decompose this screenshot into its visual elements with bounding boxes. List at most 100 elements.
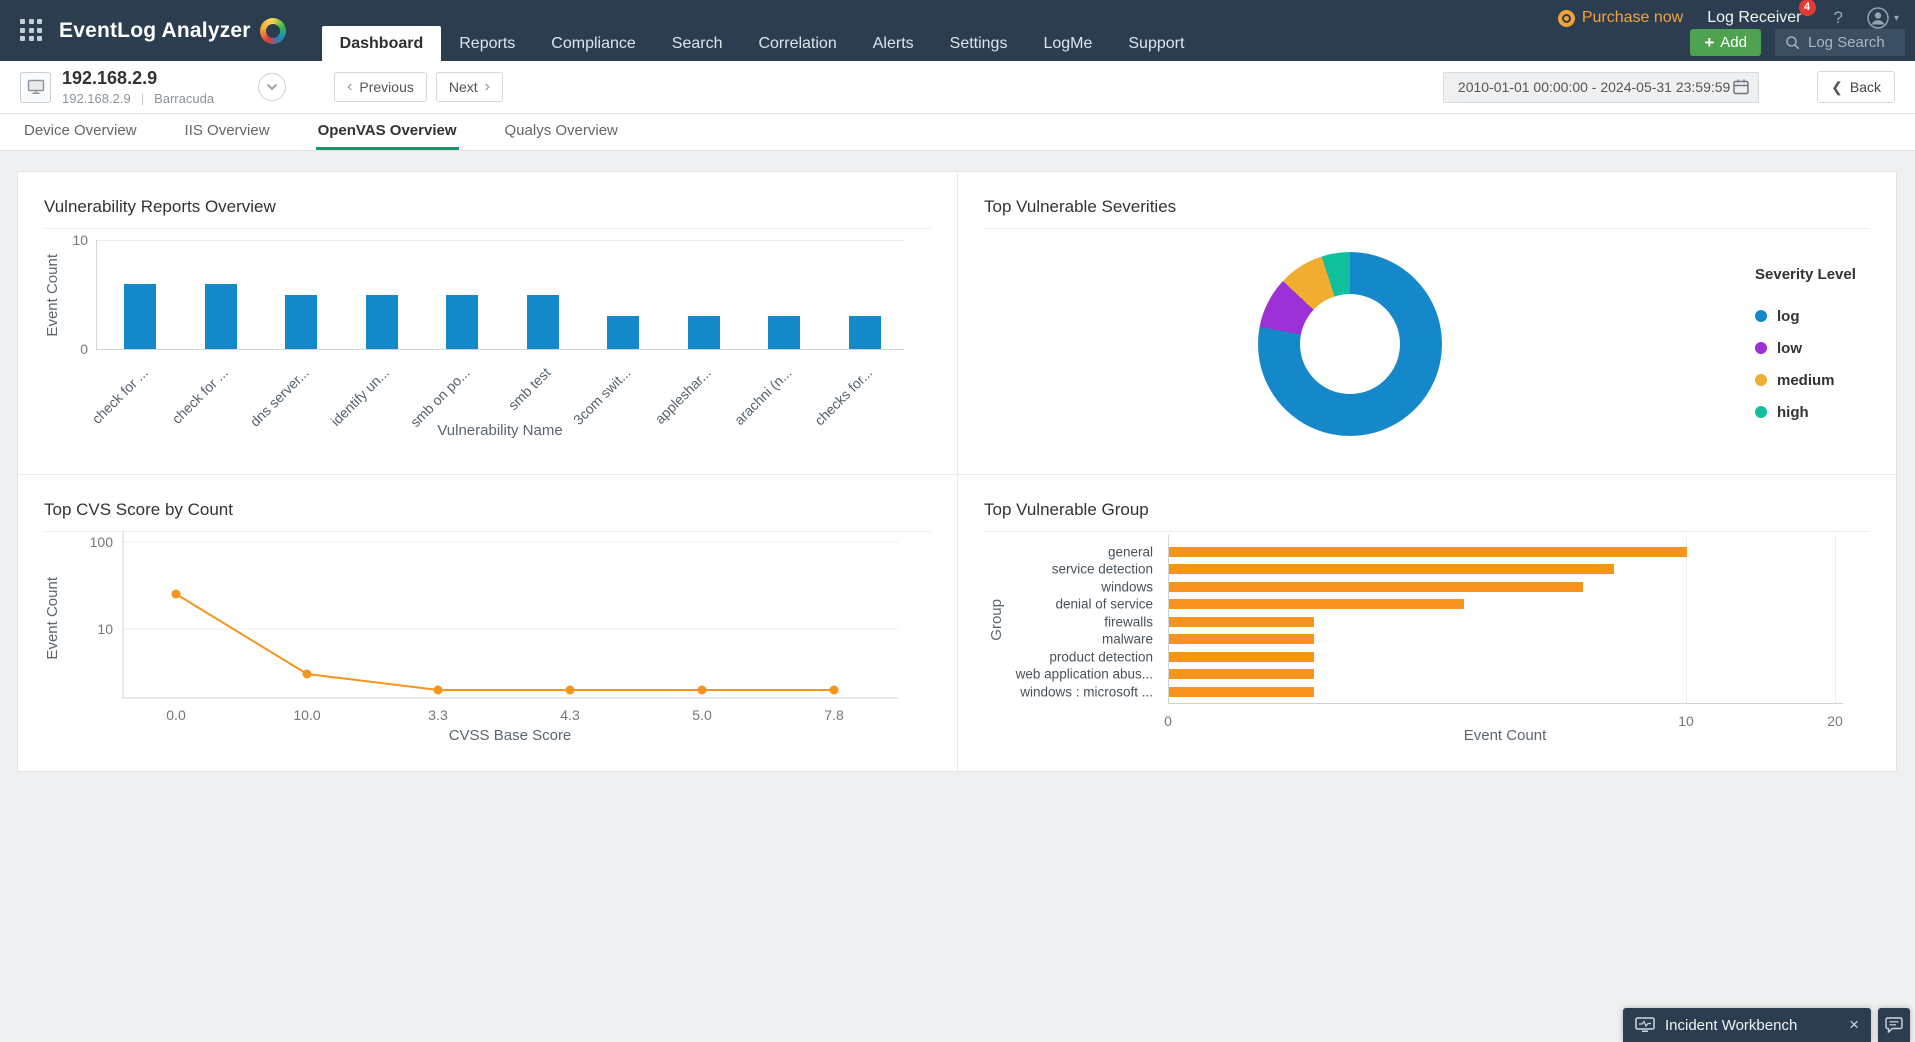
panel-title: Top Vulnerable Group (984, 500, 1149, 519)
dashboard-panels: Vulnerability Reports Overview Vulnerabi… (17, 171, 1897, 772)
x-tick-label: 0 (1164, 713, 1172, 729)
tab-openvas-overview[interactable]: OpenVAS Overview (315, 114, 459, 150)
nav-settings[interactable]: Settings (949, 35, 1008, 52)
data-point[interactable] (302, 669, 312, 679)
bar[interactable] (1169, 651, 1314, 662)
bar[interactable] (285, 294, 317, 349)
cvs-line-chart: CVSS Base Score Event Count 100 10 0.0 10.0… (18, 475, 957, 771)
add-button[interactable]: + Add (1690, 29, 1761, 56)
nav-support[interactable]: Support (1128, 35, 1185, 52)
nav-compliance[interactable]: Compliance (551, 35, 636, 52)
incident-workbench-label: Incident Workbench (1665, 1016, 1798, 1034)
gridline (1686, 535, 1687, 703)
nav-correlation[interactable]: Correlation (758, 35, 837, 52)
person-icon (1867, 7, 1889, 29)
tab-qualys-overview[interactable]: Qualys Overview (504, 122, 618, 139)
previous-button[interactable]: ‹ Previous (334, 72, 427, 102)
help-button[interactable]: ? (1833, 8, 1843, 27)
group-label: general (1107, 544, 1153, 559)
donut-chart[interactable] (1258, 252, 1442, 436)
device-dropdown-button[interactable] (258, 73, 287, 101)
data-point[interactable] (697, 685, 707, 695)
nav-alerts[interactable]: Alerts (872, 35, 914, 52)
app-logo-text: EventLog Analyzer (59, 18, 251, 42)
bar[interactable] (1169, 669, 1314, 679)
bar[interactable] (848, 316, 881, 349)
nav-dashboard[interactable]: Dashboard (321, 26, 442, 61)
legend-item-medium[interactable]: medium (1755, 364, 1856, 396)
bar[interactable] (607, 316, 639, 349)
data-point[interactable] (829, 685, 839, 695)
legend-item-low[interactable]: low (1755, 332, 1856, 364)
bar[interactable] (365, 294, 398, 349)
bar[interactable] (768, 316, 800, 349)
bar[interactable] (526, 294, 559, 349)
tab-iis-overview[interactable]: IIS Overview (184, 122, 270, 139)
date-range-value: 2010-01-01 00:00:00 - 2024-05-31 23:59:5… (1457, 79, 1731, 95)
bar[interactable] (1169, 686, 1314, 697)
date-range-picker[interactable]: 2010-01-01 00:00:00 - 2024-05-31 23:59:5… (1443, 71, 1760, 103)
coin-icon (1557, 9, 1575, 27)
chevron-left-icon: ❮ (1831, 79, 1843, 95)
divider: | (140, 90, 145, 106)
chevron-down-icon: ▾ (1893, 12, 1899, 24)
group-label: service detection (1051, 561, 1153, 577)
data-point[interactable] (565, 685, 575, 695)
panel-header: Top CVS Score by Count (44, 475, 931, 532)
add-button-label: Add (1720, 34, 1747, 51)
bar[interactable] (124, 283, 156, 349)
legend-dot (1755, 406, 1767, 418)
legend-item-high[interactable]: high (1755, 396, 1856, 428)
bar[interactable] (687, 316, 720, 349)
legend-dot (1755, 310, 1767, 322)
log-receiver-link[interactable]: Log Receiver 4 (1707, 0, 1816, 27)
y-tick-label: 10 (97, 621, 113, 637)
back-label: Back (1849, 79, 1881, 95)
user-avatar[interactable]: ▾ (1867, 7, 1899, 29)
nav-search[interactable]: Search (671, 35, 723, 52)
panel-header: Top Vulnerable Severities (984, 172, 1870, 229)
bar[interactable] (1169, 599, 1464, 609)
x-tick-label: 3.3 (428, 707, 448, 723)
nav-reports[interactable]: Reports (459, 35, 516, 52)
purchase-now-link[interactable]: Purchase now (1557, 9, 1683, 27)
search-icon (1786, 36, 1800, 50)
cvs-line-svg (122, 530, 898, 699)
nav-logme[interactable]: LogMe (1043, 35, 1093, 52)
close-icon[interactable]: × (1849, 1015, 1859, 1034)
y-tick-label: 10 (72, 232, 88, 248)
device-icon (20, 71, 51, 103)
bar[interactable] (204, 283, 237, 349)
incident-workbench-bar[interactable]: Incident Workbench × (1623, 1008, 1871, 1042)
panel-top-cvs-score: Top CVS Score by Count CVSS Base Score E… (18, 474, 957, 771)
workbench-monitor-icon (1635, 1017, 1655, 1032)
log-search-input[interactable]: Log Search (1775, 29, 1905, 56)
bar[interactable] (1169, 581, 1583, 592)
data-point[interactable] (433, 685, 443, 695)
data-point[interactable] (171, 589, 181, 599)
legend-label: medium (1777, 371, 1835, 389)
bar[interactable] (1169, 616, 1314, 627)
back-button[interactable]: ❮ Back (1817, 71, 1895, 103)
x-axis-title: Event Count (1463, 727, 1547, 744)
legend-item-log[interactable]: log (1755, 300, 1856, 332)
bar[interactable] (1169, 546, 1687, 557)
device-title: 192.168.2.9 (62, 67, 158, 88)
group-label: denial of service (1055, 596, 1153, 612)
tab-device-overview[interactable]: Device Overview (24, 122, 137, 139)
next-label: Next (448, 79, 478, 95)
main-nav: Dashboard Reports Compliance Search Corr… (321, 0, 1203, 61)
bar[interactable] (1169, 634, 1314, 644)
x-tick-label: 5.0 (692, 707, 712, 723)
x-tick-label: 0.0 (166, 707, 186, 723)
bar[interactable] (446, 294, 478, 349)
bar[interactable] (1169, 564, 1614, 574)
apps-grid-icon[interactable] (20, 19, 43, 42)
log-search-placeholder: Log Search (1808, 34, 1885, 51)
vuln-bar-chart: Vulnerability Name Event Count 0 10 check … (18, 172, 957, 474)
overview-tabs: Device Overview IIS Overview OpenVAS Ove… (0, 114, 1915, 151)
next-button[interactable]: Next › (435, 72, 503, 102)
group-label: malware (1101, 631, 1153, 647)
feedback-button[interactable] (1878, 1008, 1910, 1042)
x-axis-title: Vulnerability Name (437, 422, 563, 439)
